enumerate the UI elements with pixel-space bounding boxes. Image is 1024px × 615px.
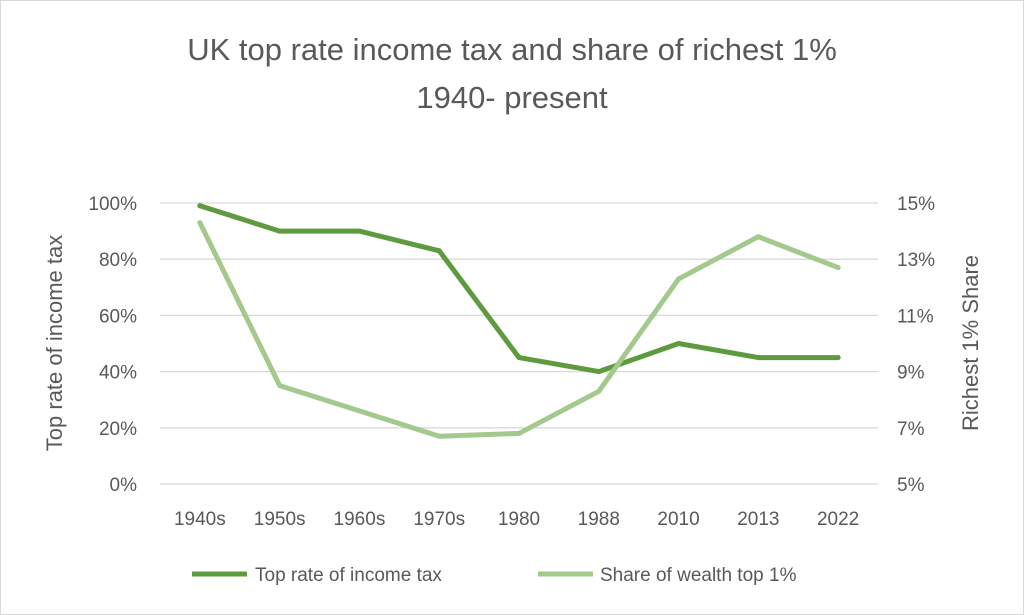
data-point-wealth-share (197, 220, 203, 226)
left-axis-ticks: 0% 20% 40% 60% 80% 100% (88, 194, 137, 496)
right-tick-label: 11% (897, 306, 934, 327)
x-axis-ticks: 1940s 1950s 1960s 1970s 1980 1988 2010 2013 2022 (174, 509, 859, 530)
left-tick-label: 20% (99, 419, 137, 440)
data-point-income-tax (277, 228, 283, 234)
chart-title: UK top rate income tax and share of rich… (187, 32, 837, 67)
right-tick-label: 15% (897, 194, 935, 215)
data-point-income-tax (356, 228, 362, 234)
right-axis-ticks: 5% 7% 9% 11% 13% 15% (897, 194, 935, 496)
data-point-income-tax (516, 355, 522, 361)
data-point-income-tax (755, 355, 761, 361)
data-point-income-tax (596, 369, 602, 375)
data-point-wealth-share (356, 408, 362, 414)
x-tick-label: 1980 (498, 509, 540, 530)
left-tick-label: 0% (110, 475, 138, 496)
series-line-wealth-share (197, 220, 841, 439)
left-tick-label: 40% (99, 363, 137, 384)
right-tick-label: 7% (897, 419, 925, 440)
x-tick-label: 2010 (657, 509, 699, 530)
chart-subtitle: 1940- present (416, 80, 608, 115)
data-point-wealth-share (755, 234, 761, 240)
x-tick-label: 2022 (817, 509, 859, 530)
data-point-wealth-share (676, 276, 682, 282)
legend-label-income-tax: Top rate of income tax (255, 565, 442, 586)
right-tick-label: 9% (897, 363, 925, 384)
right-tick-label: 13% (897, 250, 935, 271)
right-tick-label: 5% (897, 475, 925, 496)
data-point-income-tax (676, 341, 682, 346)
left-tick-label: 60% (99, 306, 137, 327)
legend: Top rate of income tax Share of wealth t… (192, 565, 797, 586)
data-point-wealth-share (596, 388, 602, 394)
x-tick-label: 2013 (737, 509, 779, 530)
data-point-income-tax (835, 355, 841, 361)
x-tick-label: 1970s (413, 509, 465, 530)
data-point-income-tax (197, 203, 203, 209)
x-tick-label: 1940s (174, 509, 226, 530)
right-axis-title: Richest 1% Share (958, 255, 983, 431)
x-tick-label: 1960s (334, 509, 386, 530)
gridlines (160, 202, 878, 485)
data-point-income-tax (436, 248, 442, 254)
data-point-wealth-share (277, 383, 283, 389)
data-point-wealth-share (516, 430, 522, 436)
left-tick-label: 100% (88, 194, 137, 215)
series-lines (197, 203, 841, 439)
x-tick-label: 1950s (254, 509, 306, 530)
data-point-wealth-share (835, 265, 841, 271)
left-axis-title: Top rate of income tax (42, 235, 67, 451)
data-point-wealth-share (436, 433, 442, 439)
series-line-income-tax (197, 203, 841, 375)
legend-label-wealth-share: Share of wealth top 1% (600, 565, 797, 586)
x-tick-label: 1988 (578, 509, 620, 530)
left-tick-label: 80% (99, 250, 137, 271)
